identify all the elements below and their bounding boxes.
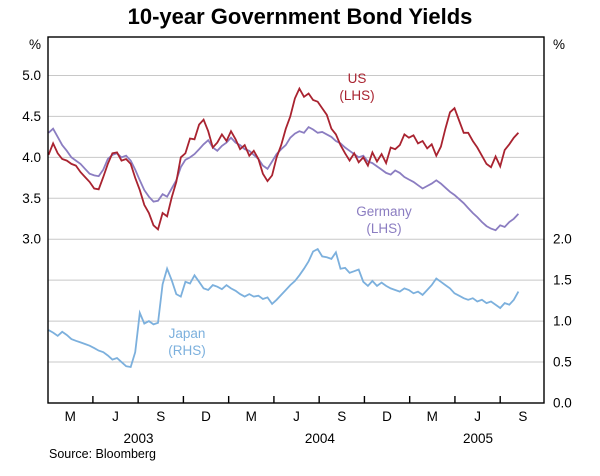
svg-text:0.0: 0.0 — [553, 396, 572, 411]
left-axis-unit: % — [28, 37, 41, 52]
series-label-germany-line1: Germany — [356, 204, 412, 219]
svg-text:3.5: 3.5 — [22, 191, 41, 206]
x-axis-ticks — [92, 396, 501, 403]
svg-text:D: D — [382, 409, 392, 424]
svg-text:0.5: 0.5 — [553, 355, 572, 370]
series-label-japan-line2: (RHS) — [168, 343, 206, 358]
svg-text:1.5: 1.5 — [553, 273, 572, 288]
svg-text:2003: 2003 — [123, 431, 153, 446]
svg-text:S: S — [156, 409, 165, 424]
svg-text:J: J — [293, 409, 300, 424]
svg-text:J: J — [112, 409, 119, 424]
right-axis-unit: % — [553, 37, 566, 52]
svg-text:2005: 2005 — [463, 431, 493, 446]
series-label-us-line1: US — [347, 71, 367, 86]
plot-frame — [47, 36, 545, 404]
source-note: Source: Bloomberg — [49, 447, 157, 461]
series-lines — [47, 86, 520, 369]
svg-text:M: M — [246, 409, 257, 424]
line-japan — [48, 247, 520, 369]
svg-text:2.0: 2.0 — [553, 232, 572, 247]
chart-title: 10-year Government Bond Yields — [127, 4, 473, 29]
series-label-germany-line2: (LHS) — [366, 221, 402, 236]
svg-text:J: J — [474, 409, 481, 424]
line-us — [47, 86, 520, 232]
series-label-japan-line1: Japan — [168, 326, 206, 341]
svg-text:5.0: 5.0 — [22, 68, 41, 83]
svg-text:4.5: 4.5 — [22, 109, 41, 124]
series-label-us: US (LHS) — [339, 70, 374, 104]
svg-text:M: M — [65, 409, 76, 424]
svg-text:3.0: 3.0 — [22, 232, 41, 247]
svg-text:D: D — [201, 409, 211, 424]
line-germany — [47, 125, 520, 232]
gridlines — [48, 74, 544, 363]
svg-text:2004: 2004 — [305, 431, 336, 446]
svg-text:4.0: 4.0 — [22, 150, 41, 165]
series-label-germany: Germany (LHS) — [356, 203, 412, 237]
svg-text:1.0: 1.0 — [553, 314, 572, 329]
series-label-us-line2: (LHS) — [339, 88, 375, 103]
axis-labels: 5.0 4.5 4.0 3.5 3.0 2.0 1.5 1.0 0.5 0.0 M J S D M J S D M J… — [22, 68, 572, 446]
series-label-japan: Japan (RHS) — [168, 325, 206, 359]
svg-text:S: S — [337, 409, 346, 424]
svg-text:M: M — [427, 409, 438, 424]
svg-text:S: S — [518, 409, 527, 424]
